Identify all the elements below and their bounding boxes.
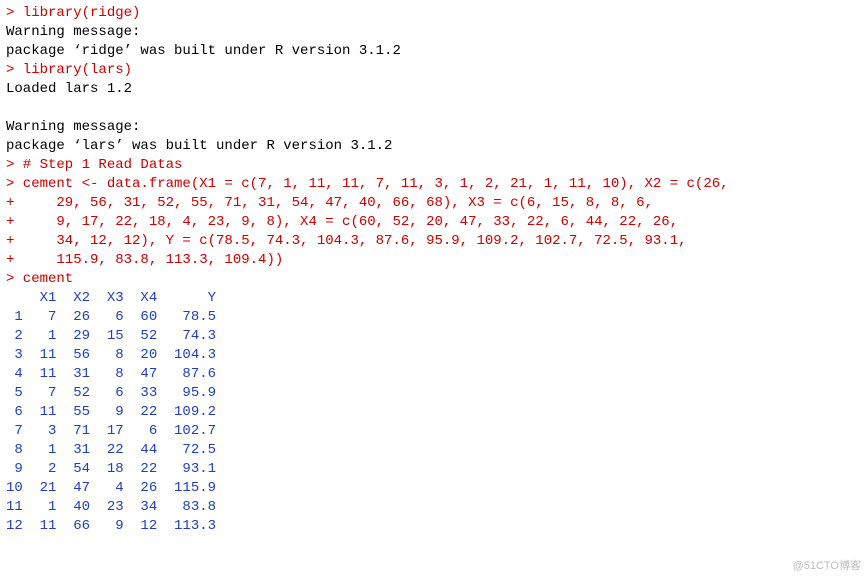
console-line: + 29, 56, 31, 52, 55, 71, 31, 54, 47, 40… xyxy=(6,195,661,211)
console-line: Warning message: xyxy=(6,24,140,40)
console-line: > cement xyxy=(6,271,73,287)
table-row: 1 7 26 6 60 78.5 xyxy=(6,309,216,325)
console-line: Warning message: xyxy=(6,119,140,135)
watermark-label: @51CTO博客 xyxy=(793,557,861,573)
table-row: 11 1 40 23 34 83.8 xyxy=(6,499,216,515)
table-row: 8 1 31 22 44 72.5 xyxy=(6,442,216,458)
table-row: 7 3 71 17 6 102.7 xyxy=(6,423,216,439)
table-row: 4 11 31 8 47 87.6 xyxy=(6,366,216,382)
console-line: package ‘lars’ was built under R version… xyxy=(6,138,401,154)
r-console-output: > library(ridge) Warning message: packag… xyxy=(0,0,867,540)
console-line: > library(ridge) xyxy=(6,5,140,21)
table-row: 12 11 66 9 12 113.3 xyxy=(6,518,216,534)
table-row: 10 21 47 4 26 115.9 xyxy=(6,480,216,496)
table-row: 3 11 56 8 20 104.3 xyxy=(6,347,216,363)
console-line: package ‘ridge’ was built under R versio… xyxy=(6,43,409,59)
console-line: > cement <- data.frame(X1 = c(7, 1, 11, … xyxy=(6,176,737,192)
table-row: 5 7 52 6 33 95.9 xyxy=(6,385,216,401)
console-line: > library(lars) xyxy=(6,62,132,78)
console-line: + 9, 17, 22, 18, 4, 23, 9, 8), X4 = c(60… xyxy=(6,214,687,230)
console-line: Loaded lars 1.2 xyxy=(6,81,132,97)
console-line: + 34, 12, 12), Y = c(78.5, 74.3, 104.3, … xyxy=(6,233,695,249)
table-header-row: X1 X2 X3 X4 Y xyxy=(6,290,216,306)
console-line: + 115.9, 83.8, 113.3, 109.4)) xyxy=(6,252,283,268)
table-row: 2 1 29 15 52 74.3 xyxy=(6,328,216,344)
console-line: > # Step 1 Read Datas xyxy=(6,157,182,173)
table-row: 9 2 54 18 22 93.1 xyxy=(6,461,216,477)
table-row: 6 11 55 9 22 109.2 xyxy=(6,404,216,420)
